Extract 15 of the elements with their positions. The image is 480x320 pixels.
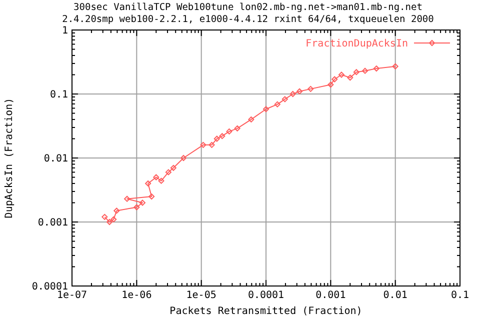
y-tick-label: 1	[62, 26, 68, 36]
y-tick-label: 0.1	[50, 90, 68, 100]
chart-title: 300sec VanillaTCP Web100tune lon02.mb-ng.net->man01.mb-ng.net	[74, 2, 422, 13]
chart-subtitle: 2.4.20smp web100-2.2.1, e1000-4.4.12 rxint 64/64, txqueuelen 2000	[62, 14, 434, 25]
x-tick-label: 0.01	[383, 290, 408, 301]
y-axis-title: DupAcksIn (Fraction)	[4, 98, 15, 218]
x-tick-label: 0.1	[450, 290, 470, 301]
x-axis-title: Packets Retransmitted (Fraction)	[170, 306, 362, 317]
x-tick-label: 1e-07	[56, 290, 88, 301]
x-tick-label: 0.001	[316, 290, 346, 301]
x-tick-label: 1e-05	[186, 290, 216, 301]
x-tick-label: 1e-06	[122, 290, 152, 301]
y-tick-label: 0.001	[38, 218, 68, 228]
x-tick-label: 0.0001	[248, 290, 284, 301]
y-tick-label: 0.01	[44, 154, 68, 164]
